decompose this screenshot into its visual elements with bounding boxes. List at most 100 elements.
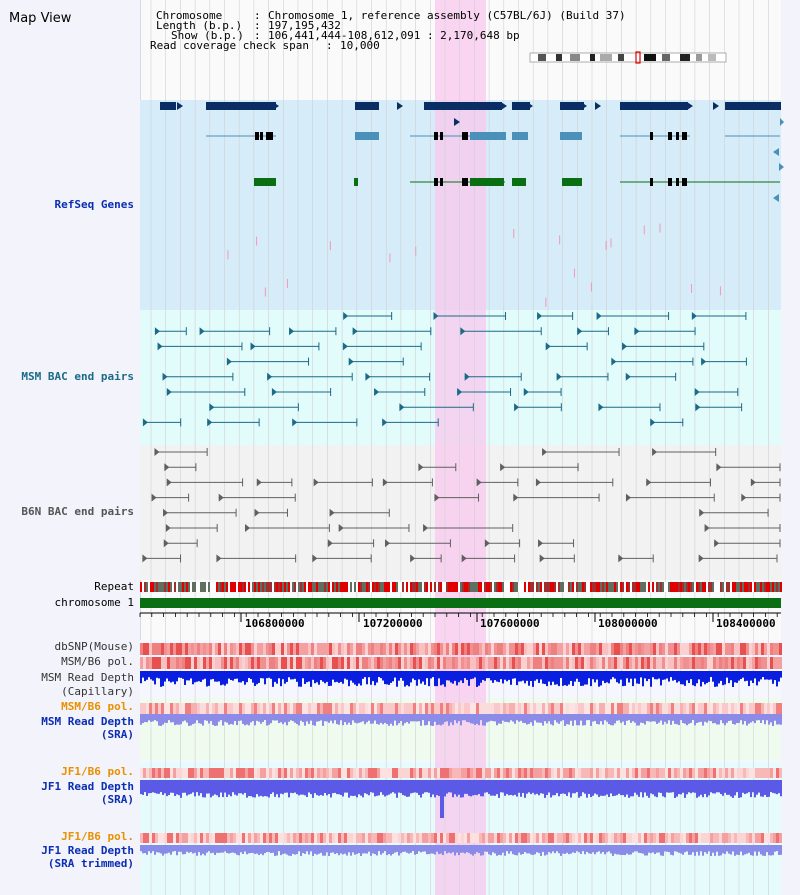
heat-strip-cell: [680, 657, 683, 669]
track-label-jf1-b6-pol[interactable]: JF1/B6 pol.: [61, 765, 134, 778]
repeat-segment: [374, 582, 376, 592]
repeat-segment: [644, 582, 646, 592]
read-depth-bar: [150, 845, 152, 854]
bac-end-marker: [434, 493, 440, 502]
read-depth-bar: [634, 780, 636, 793]
read-depth-bar: [148, 671, 150, 678]
track-label-msm-depth-sra[interactable]: MSM Read Depth: [41, 715, 134, 728]
read-depth-bar: [728, 714, 730, 721]
read-depth-bar: [516, 845, 518, 856]
heat-strip-cell: [347, 703, 350, 714]
read-depth-bar: [538, 780, 540, 796]
read-depth-bar: [212, 780, 214, 796]
heat-strip-cell: [227, 657, 230, 669]
repeat-segment: [778, 582, 780, 592]
read-depth-bar: [590, 714, 592, 726]
read-depth-bar: [494, 671, 496, 681]
read-depth-bar: [776, 714, 778, 725]
track-label-dbsnp[interactable]: dbSNP(Mouse): [54, 640, 134, 653]
heat-strip-cell: [311, 768, 314, 778]
repeat-segment: [332, 582, 334, 592]
track-label-refseq[interactable]: RefSeq Genes: [54, 198, 134, 211]
read-depth-bar: [338, 714, 340, 725]
read-depth-bar: [780, 714, 782, 725]
read-depth-bar: [380, 845, 382, 855]
read-depth-bar: [738, 780, 740, 798]
track-label-msm-depth-capillary[interactable]: MSM Read Depth: [41, 671, 134, 684]
read-depth-bar: [382, 845, 384, 854]
repeat-segment: [490, 582, 492, 592]
heat-strip-cell: [566, 833, 569, 843]
track-label-repeat[interactable]: Repeat: [94, 580, 134, 593]
read-depth-bar: [174, 714, 176, 726]
track-label-jf1-b6-pol-2[interactable]: JF1/B6 pol.: [61, 830, 134, 843]
heat-strip-cell: [491, 657, 494, 669]
read-depth-bar: [508, 845, 510, 854]
read-depth-bar: [236, 714, 238, 726]
repeat-segment: [574, 582, 576, 592]
bac-end-marker: [207, 418, 213, 427]
gene-exon: [434, 178, 438, 186]
strand-arrow-icon: [177, 102, 183, 110]
heat-strip-cell: [275, 657, 278, 669]
heat-strip-cell: [767, 643, 770, 655]
repeat-segment: [172, 582, 174, 592]
heat-strip-cell: [650, 703, 653, 714]
read-depth-bar: [356, 780, 358, 798]
heat-strip-cell: [530, 643, 533, 655]
read-depth-bar: [382, 671, 384, 681]
read-depth-bar: [290, 714, 292, 721]
heat-strip-cell: [698, 833, 701, 843]
read-depth-bar: [598, 845, 600, 852]
bac-end-marker: [164, 463, 170, 472]
heat-strip-cell: [482, 703, 485, 714]
read-depth-bar: [482, 845, 484, 856]
read-depth-bar: [756, 714, 758, 721]
heat-strip-cell: [548, 703, 551, 714]
track-label-msm-b6-pol[interactable]: MSM/B6 pol.: [61, 655, 134, 668]
read-depth-bar: [414, 714, 416, 722]
read-depth-bar: [390, 845, 392, 856]
track-label-jf1-depth-trimmed[interactable]: JF1 Read Depth: [41, 844, 134, 857]
heat-strip-cell: [194, 643, 197, 655]
heat-strip-cell: [323, 643, 326, 655]
heat-strip-cell: [236, 643, 239, 655]
repeat-segment: [400, 582, 402, 592]
read-depth-bar: [758, 671, 760, 682]
read-depth-bar: [142, 780, 144, 795]
read-depth-bar: [232, 780, 234, 793]
read-depth-bar: [630, 671, 632, 679]
read-depth-bar: [316, 780, 318, 796]
strand-arrow-icon: [773, 148, 779, 156]
heat-strip-cell: [539, 833, 542, 843]
gene-feature: [160, 102, 176, 110]
read-depth-bar: [214, 845, 216, 855]
track-label-b6n-bac[interactable]: B6N BAC end pairs: [21, 505, 134, 518]
read-depth-bar: [486, 714, 488, 723]
track-label-jf1-depth-sra[interactable]: JF1 Read Depth: [41, 780, 134, 793]
read-depth-bar: [428, 714, 430, 722]
heat-strip-cell: [707, 833, 710, 843]
track-label-msm-bac[interactable]: MSM BAC end pairs: [21, 370, 134, 383]
read-depth-bar: [394, 780, 396, 794]
read-depth-bar: [728, 845, 730, 854]
heat-strip-cell: [383, 703, 386, 714]
heat-strip-cell: [449, 833, 452, 843]
ideogram-band: [556, 54, 562, 61]
track-label-msm-b6-pol-2[interactable]: MSM/B6 pol.: [61, 700, 134, 713]
read-depth-bar: [562, 714, 564, 721]
read-depth-bar: [246, 845, 248, 855]
heat-strip-cell: [299, 643, 302, 655]
repeat-segment: [194, 582, 196, 592]
read-depth-bar: [362, 671, 364, 679]
read-depth-bar: [162, 780, 164, 795]
read-depth-bar: [140, 714, 142, 725]
heat-strip-cell: [713, 833, 716, 843]
repeat-segment: [512, 582, 514, 592]
heat-strip-cell: [584, 833, 587, 843]
heat-strip-cell: [464, 703, 467, 714]
read-depth-bar: [180, 714, 182, 725]
heat-strip-cell: [626, 657, 629, 669]
read-depth-bar: [326, 780, 328, 796]
read-depth-bar: [358, 671, 360, 684]
